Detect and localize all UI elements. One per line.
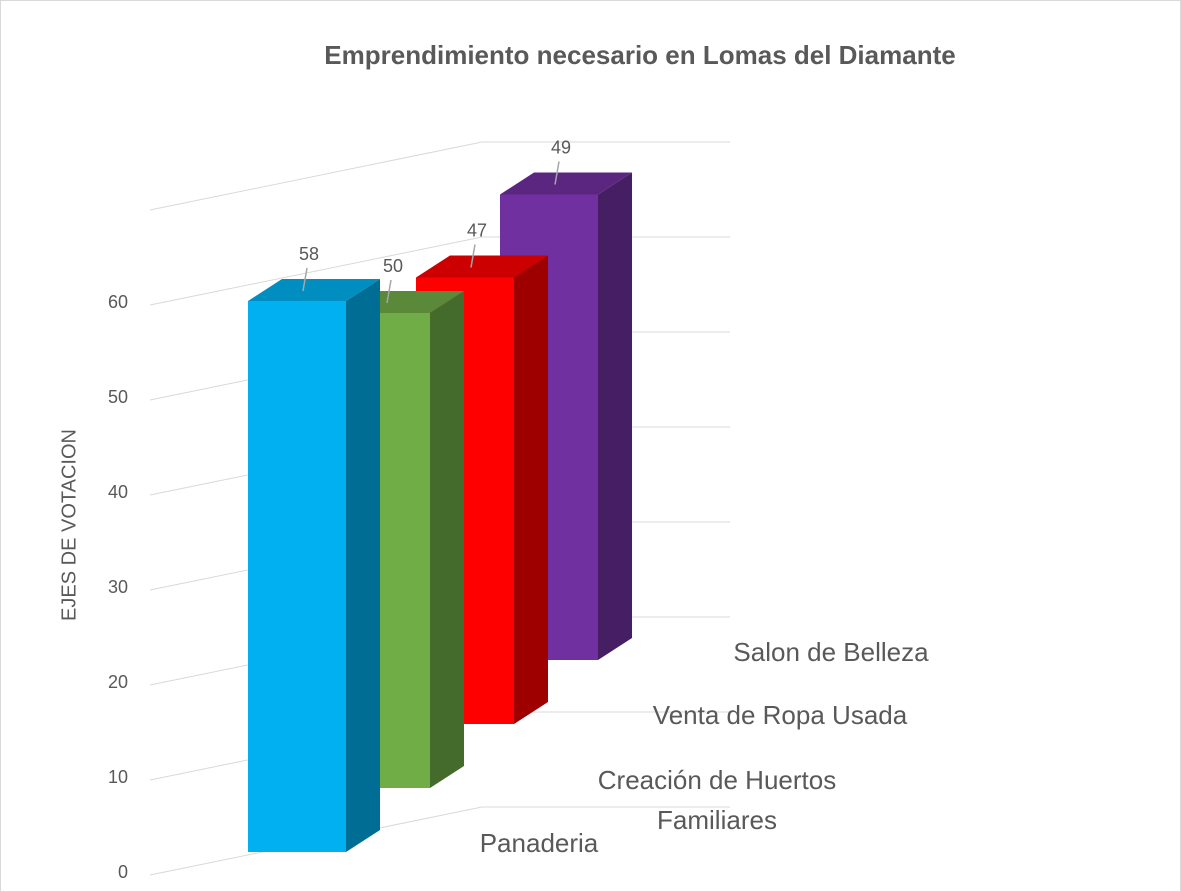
- grid-line: [149, 236, 730, 306]
- data-label: 50: [383, 256, 403, 276]
- data-label: 49: [551, 137, 571, 157]
- leader-line: [386, 279, 392, 304]
- bar: [248, 301, 346, 852]
- wall-edge: [149, 141, 730, 211]
- y-tick-label: 20: [108, 672, 128, 692]
- y-axis-label: EJES DE VOTACION: [58, 429, 80, 621]
- bar-side: [430, 291, 464, 788]
- y-tick-label: 40: [108, 482, 128, 502]
- data-label: 47: [467, 220, 487, 240]
- data-label: 58: [299, 244, 319, 264]
- leader-line: [554, 161, 560, 185]
- bar-top: [248, 279, 380, 301]
- y-tick-label: 10: [108, 767, 128, 787]
- leader-line: [470, 244, 476, 268]
- y-tick-label: 50: [108, 387, 128, 407]
- y-tick-label: 0: [118, 862, 128, 882]
- y-tick-label: 60: [108, 292, 128, 312]
- category-label: Salon de Belleza: [733, 637, 929, 667]
- grid-line: [149, 806, 730, 876]
- bar-side: [598, 172, 632, 660]
- y-tick-label: 30: [108, 577, 128, 597]
- bar-side: [346, 279, 380, 852]
- bar-side: [514, 255, 548, 724]
- leader-line: [302, 267, 308, 292]
- bar-top: [416, 255, 548, 278]
- category-label: Creación de Huertos Familiares: [597, 765, 837, 835]
- category-label: Panaderia: [479, 828, 599, 858]
- chart-title: Emprendimiento necesario en Lomas del Di…: [324, 40, 955, 70]
- category-label: Venta de Ropa Usada: [652, 700, 908, 730]
- bar-top: [500, 172, 632, 195]
